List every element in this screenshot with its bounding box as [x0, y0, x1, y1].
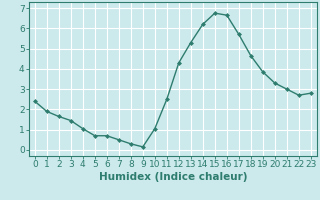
X-axis label: Humidex (Indice chaleur): Humidex (Indice chaleur): [99, 172, 247, 182]
